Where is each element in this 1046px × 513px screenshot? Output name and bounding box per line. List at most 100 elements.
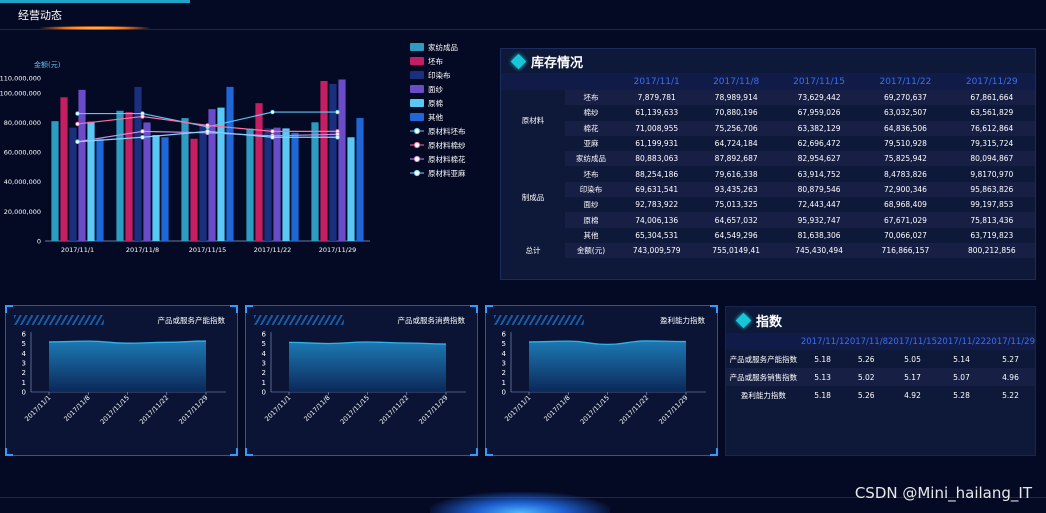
legend-marker[interactable] xyxy=(413,141,421,149)
bar xyxy=(273,127,281,241)
row-label: 盈利能力指数 xyxy=(740,390,786,400)
y-tick-label: 60,000,000 xyxy=(4,149,41,157)
row-label: 面纱 xyxy=(583,200,599,210)
inventory-header-row: 2017/11/1 2017/11/8 2017/11/15 2017/11/2… xyxy=(501,73,1035,90)
legend-label[interactable]: 原材料棉纱 xyxy=(428,140,466,150)
legend-label[interactable]: 家纺成品 xyxy=(428,42,458,52)
top-bar: 经营动态 xyxy=(0,0,1046,30)
index-header: 指数 xyxy=(726,307,1035,333)
legend-label[interactable]: 坯布 xyxy=(428,56,443,66)
x-tick-label: 2017/11/8 xyxy=(126,246,159,254)
y-tick-label: 3 xyxy=(262,360,266,368)
capacity-index-panel: 产品或服务产能指数 0 1 2 3 4 5 6 2017/11/1 2017/11/8 2017/… xyxy=(5,305,238,456)
row-label: 棉花 xyxy=(565,120,617,136)
legend-marker[interactable] xyxy=(413,155,421,163)
table-cell: 87,892,687 xyxy=(696,151,776,167)
x-tick-label: 2017/11/22 xyxy=(138,394,170,426)
y-tick-label: 6 xyxy=(262,331,267,339)
table-cell: 9,8170,970 xyxy=(970,169,1014,179)
table-cell: 5.18 xyxy=(814,354,831,364)
table-cell: 5.02 xyxy=(844,368,888,386)
legend-marker[interactable] xyxy=(413,127,421,135)
legend-label[interactable]: 面纱 xyxy=(428,85,443,94)
table-cell: 72,900,346 xyxy=(862,181,949,198)
bar xyxy=(264,128,272,241)
table-cell: 92,783,922 xyxy=(635,200,679,210)
x-tick-label: 2017/11/1 xyxy=(503,394,532,423)
y-tick-label: 100,000,000 xyxy=(0,89,41,97)
table-row: 亚麻 61,199,931 64,724,184 62,696,472 79,510,9… xyxy=(501,136,1035,151)
table-cell: 70,880,196 xyxy=(714,108,758,118)
row-label: 产品或服务产能指数 xyxy=(729,354,798,364)
index-date-header: 2017/11/1 xyxy=(800,333,845,350)
table-cell: 99,197,853 xyxy=(970,200,1014,210)
legend-swatch[interactable] xyxy=(410,57,424,65)
index-title: 指数 xyxy=(756,314,783,330)
group-label: 总计 xyxy=(501,242,565,259)
legend-label[interactable]: 原棉 xyxy=(428,98,443,108)
table-cell: 8,4783,826 xyxy=(883,169,927,179)
legend-swatch[interactable] xyxy=(410,43,424,51)
legend-swatch[interactable] xyxy=(410,71,424,79)
table-cell: 76,612,864 xyxy=(948,120,1035,136)
table-cell: 65,304,531 xyxy=(635,230,679,240)
bar xyxy=(338,79,346,242)
y-tick-label: 4 xyxy=(262,350,267,358)
table-cell: 745,430,494 xyxy=(775,242,863,259)
table-cell: 5.27 xyxy=(1002,354,1019,364)
index-panel: 指数 2017/11/1 2017/11/8 2017/11/15 2017/1… xyxy=(725,306,1036,456)
y-tick-label: 3 xyxy=(502,360,506,368)
line-point xyxy=(140,135,145,140)
table-cell: 5.22 xyxy=(1002,390,1019,400)
legend-marker[interactable] xyxy=(413,169,421,177)
bar xyxy=(190,138,198,241)
x-tick-label: 2017/11/8 xyxy=(62,394,91,423)
legend-label[interactable]: 印染布 xyxy=(428,70,451,80)
row-label: 坯布 xyxy=(583,169,599,179)
line-point xyxy=(75,121,80,127)
legend-swatch[interactable] xyxy=(410,85,424,93)
table-cell: 800,212,856 xyxy=(948,242,1035,259)
table-cell: 70,066,027 xyxy=(883,230,927,240)
area-line xyxy=(48,340,207,344)
area-fill xyxy=(529,340,686,392)
table-cell: 63,561,829 xyxy=(970,108,1014,118)
legend-label[interactable]: 其他 xyxy=(428,112,443,122)
row-label: 印染布 xyxy=(565,181,617,198)
row-label: 家纺成品 xyxy=(565,151,617,167)
inventory-panel: 库存情况 2017/11/1 2017/11/8 2017/11/15 2017… xyxy=(500,48,1036,280)
legend-label[interactable]: 原材料坯布 xyxy=(428,126,466,136)
line-point xyxy=(75,111,80,116)
y-tick-label: 20,000,000 xyxy=(4,208,41,216)
bar xyxy=(329,83,337,241)
legend-label[interactable]: 原材料棉花 xyxy=(428,154,466,164)
table-cell: 67,861,664 xyxy=(948,90,1035,106)
table-row: 印染布 69,631,541 93,435,263 80,879,546 72,900,… xyxy=(501,181,1035,198)
inventory-table: 2017/11/1 2017/11/8 2017/11/15 2017/11/2… xyxy=(501,73,1035,259)
table-cell: 81,638,306 xyxy=(797,230,841,240)
index-date-header: 2017/11/22 xyxy=(937,333,986,350)
y-axis-label: 金额(元) xyxy=(34,60,61,69)
table-cell: 67,959,026 xyxy=(797,108,841,118)
business-bar-line-chart: 金额(元) 0 20,000,000 40,000,000 60,000,000 80,0… xyxy=(0,42,466,254)
legend-label[interactable]: 原材料亚麻 xyxy=(428,168,466,178)
y-tick-label: 2 xyxy=(22,369,26,377)
bar xyxy=(291,132,299,241)
table-cell: 82,954,627 xyxy=(775,151,863,167)
index-date-header: 2017/11/29 xyxy=(986,333,1035,350)
table-cell: 5.05 xyxy=(904,354,921,364)
bar xyxy=(208,109,216,241)
area-fill xyxy=(49,341,206,392)
table-cell: 78,989,914 xyxy=(696,90,776,106)
index-header-row: 2017/11/1 2017/11/8 2017/11/15 2017/11/2… xyxy=(726,333,1035,350)
table-cell: 5.18 xyxy=(814,390,831,400)
legend-swatch[interactable] xyxy=(410,113,424,121)
x-tick-label: 2017/11/15 xyxy=(99,394,131,426)
area-line xyxy=(288,341,447,345)
line-point xyxy=(270,109,275,115)
table-cell: 73,629,442 xyxy=(775,90,863,106)
table-cell: 5.17 xyxy=(888,368,937,386)
x-tick-label: 2017/11/1 xyxy=(23,394,52,423)
legend-swatch[interactable] xyxy=(410,99,424,107)
